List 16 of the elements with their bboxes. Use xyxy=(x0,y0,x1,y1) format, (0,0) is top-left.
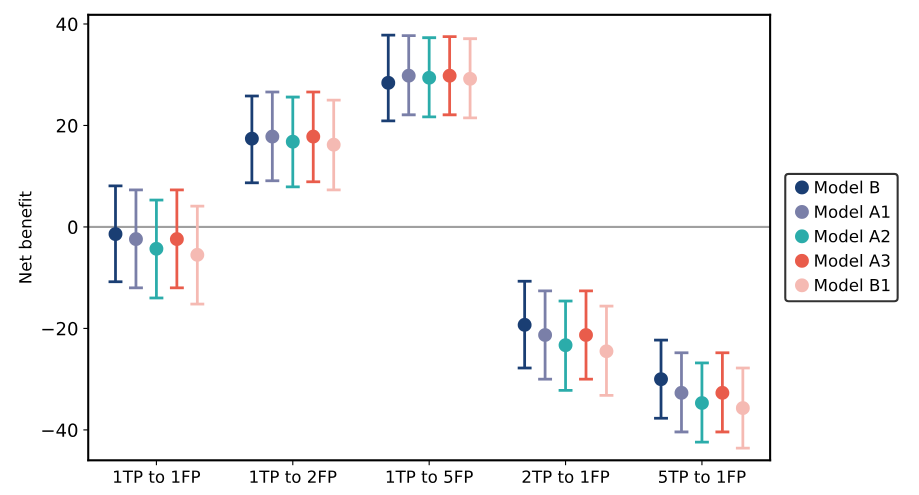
y-tick-label: −40 xyxy=(42,423,78,438)
x-tick-label: 1TP to 5FP xyxy=(386,470,473,483)
legend-label: Model A3 xyxy=(815,254,890,267)
x-tick-label: 5TP to 1FP xyxy=(659,470,746,483)
y-tick-label: 20 xyxy=(56,118,78,133)
x-tick-label: 1TP to 2FP xyxy=(250,470,336,483)
y-tick-label: −20 xyxy=(42,322,78,336)
y-axis-title: Net benefit xyxy=(18,191,32,283)
x-tick-label: 1TP to 1FP xyxy=(114,470,200,483)
y-tick-label: 0 xyxy=(68,220,78,234)
legend-label: Model B1 xyxy=(815,278,890,292)
legend-label: Model B xyxy=(815,180,880,194)
legend-label: Model A2 xyxy=(815,230,890,242)
y-tick-label: 40 xyxy=(56,17,78,32)
legend-label: Model A1 xyxy=(815,205,890,218)
x-tick-label: 2TP to 1FP xyxy=(522,470,610,483)
